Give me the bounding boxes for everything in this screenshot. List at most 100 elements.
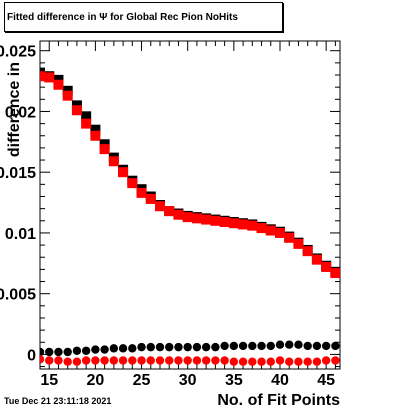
data-point-square bbox=[330, 268, 340, 279]
x-tick-label: 30 bbox=[179, 372, 197, 389]
data-point-circle bbox=[91, 345, 100, 354]
data-point-circle bbox=[229, 357, 239, 366]
data-point-circle bbox=[285, 357, 294, 366]
data-point-circle bbox=[155, 356, 165, 365]
data-point-circle bbox=[45, 347, 54, 357]
x-tick-label: 40 bbox=[271, 372, 289, 389]
y-tick-label: 0.02 bbox=[5, 104, 36, 121]
data-point-circle bbox=[63, 347, 72, 357]
data-point-circle bbox=[321, 356, 331, 365]
data-point-circle bbox=[238, 341, 248, 351]
data-point-circle bbox=[109, 356, 119, 365]
data-point-circle bbox=[155, 342, 165, 352]
data-point-circle bbox=[248, 341, 257, 351]
data-point-square bbox=[81, 118, 92, 129]
data-point-circle bbox=[294, 340, 303, 349]
data-point-circle bbox=[146, 356, 155, 365]
x-axis-title: No. of Fit Points bbox=[217, 392, 340, 409]
data-point-circle bbox=[220, 356, 229, 365]
data-point-circle bbox=[128, 356, 137, 365]
data-point-circle bbox=[248, 357, 257, 366]
data-point-square bbox=[311, 254, 322, 265]
data-point-circle bbox=[331, 356, 340, 365]
data-point-circle bbox=[54, 356, 63, 365]
y-tick-label: 0.025 bbox=[0, 44, 36, 61]
data-point-circle bbox=[211, 356, 220, 365]
data-point-circle bbox=[100, 356, 109, 365]
data-point-circle bbox=[174, 356, 183, 365]
y-tick-label: 0 bbox=[27, 347, 36, 364]
data-point-circle bbox=[285, 340, 294, 349]
data-point-square bbox=[62, 90, 73, 101]
data-point-square bbox=[90, 130, 101, 141]
data-point-circle bbox=[331, 341, 340, 351]
data-point-circle bbox=[266, 357, 275, 366]
data-point-circle bbox=[229, 341, 239, 351]
data-point-circle bbox=[275, 356, 285, 365]
data-point-square bbox=[136, 187, 147, 198]
data-point-circle bbox=[183, 342, 192, 352]
data-point-square bbox=[191, 213, 202, 224]
data-point-circle bbox=[220, 341, 229, 351]
data-point-circle bbox=[146, 342, 155, 352]
data-point-square bbox=[118, 167, 129, 178]
data-point-circle bbox=[137, 342, 146, 352]
data-point-square bbox=[265, 225, 276, 236]
x-tick-label: 20 bbox=[86, 372, 104, 389]
data-point-circle bbox=[165, 356, 174, 365]
data-point-circle bbox=[192, 342, 202, 352]
data-point-square bbox=[275, 227, 285, 238]
data-point-circle bbox=[174, 342, 183, 352]
data-point-circle bbox=[266, 341, 275, 351]
data-point-square bbox=[321, 261, 332, 272]
data-point-circle bbox=[63, 357, 72, 366]
axis-ticks: 15 20 25 30 35 40 45 0 0.005 0.01 0.015 0.02 0.025 bbox=[0, 41, 340, 389]
x-tick-label: 25 bbox=[133, 372, 151, 389]
data-point-square bbox=[302, 246, 313, 257]
data-point-square bbox=[81, 111, 92, 122]
data-point-square bbox=[90, 124, 101, 135]
data-point-circle bbox=[81, 346, 91, 355]
y-tick-label: 0.005 bbox=[0, 287, 36, 304]
data-point-circle bbox=[118, 356, 128, 365]
data-point-square bbox=[247, 220, 258, 231]
data-point-circle bbox=[211, 342, 220, 352]
data-point-square bbox=[71, 105, 82, 116]
data-point-circle bbox=[128, 344, 137, 353]
chart-title: Fitted difference in Ψ for Global Rec Pi… bbox=[7, 12, 238, 23]
data-point-square bbox=[108, 156, 119, 167]
data-point-square bbox=[182, 212, 193, 223]
data-point-square bbox=[53, 79, 64, 90]
data-point-circle bbox=[312, 357, 322, 366]
data-point-circle bbox=[165, 342, 174, 352]
data-point-circle bbox=[100, 345, 109, 354]
data-point-square bbox=[173, 209, 184, 220]
data-point-square bbox=[145, 193, 156, 204]
data-point-circle bbox=[72, 346, 82, 355]
plot-frame bbox=[39, 40, 341, 370]
data-point-square bbox=[238, 219, 249, 230]
data-point-circle bbox=[183, 356, 192, 365]
data-point-square bbox=[99, 144, 110, 155]
data-point-circle bbox=[118, 344, 128, 353]
data-point-circle bbox=[303, 341, 312, 351]
footer-date: Tue Dec 21 23:11:18 2021 bbox=[4, 396, 112, 406]
x-tick-label: 35 bbox=[225, 372, 243, 389]
data-point-square bbox=[44, 72, 55, 83]
data-point-circle bbox=[40, 355, 45, 364]
data-point-square bbox=[228, 218, 239, 229]
data-point-circle bbox=[238, 357, 248, 366]
data-point-square bbox=[256, 223, 267, 234]
data-point-square bbox=[164, 206, 175, 217]
data-point-square bbox=[40, 71, 45, 82]
data-point-circle bbox=[54, 347, 63, 357]
title-box: Fitted difference in Ψ for Global Rec Pi… bbox=[4, 2, 283, 32]
data-point-square bbox=[219, 217, 230, 228]
data-point-circle bbox=[192, 356, 202, 365]
data-point-square bbox=[284, 232, 295, 243]
y-tick-label: 0.015 bbox=[0, 165, 36, 182]
y-axis-title: difference in bbox=[6, 62, 23, 157]
x-tick-label: 45 bbox=[317, 372, 335, 389]
x-tick-label: 15 bbox=[40, 372, 58, 389]
